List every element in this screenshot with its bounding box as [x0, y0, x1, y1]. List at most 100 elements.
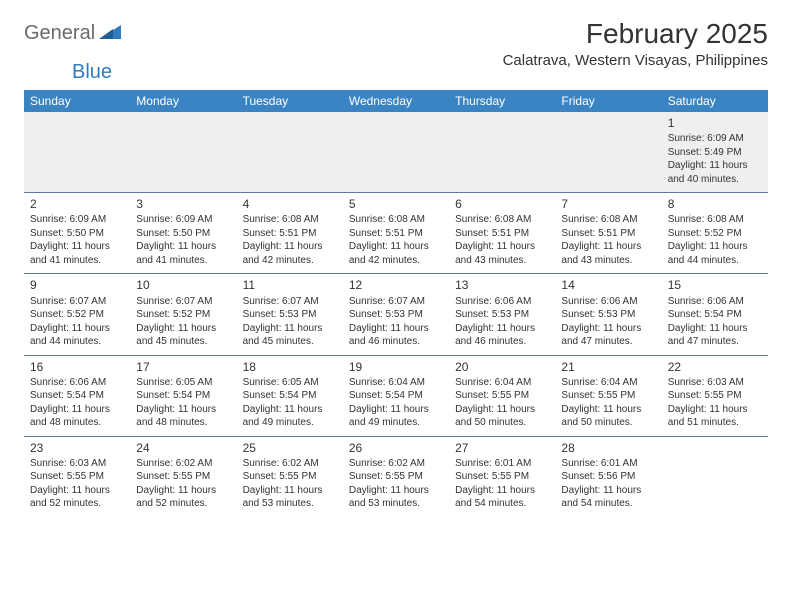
sunset-text: Sunset: 5:52 PM — [668, 227, 762, 241]
daylight-text: Daylight: 11 hours — [561, 240, 655, 254]
daylight-text: Daylight: 11 hours — [136, 240, 230, 254]
sunset-text: Sunset: 5:50 PM — [30, 227, 124, 241]
sunrise-text: Sunrise: 6:07 AM — [243, 295, 337, 309]
sunset-text: Sunset: 5:51 PM — [243, 227, 337, 241]
daylight-text: Daylight: 11 hours — [136, 403, 230, 417]
sunset-text: Sunset: 5:51 PM — [455, 227, 549, 241]
brand-logo: General — [24, 18, 123, 45]
daylight-text: and 47 minutes. — [561, 335, 655, 349]
day-number: 26 — [349, 440, 443, 456]
day-number: 4 — [243, 196, 337, 212]
calendar-day-cell: 25Sunrise: 6:02 AMSunset: 5:55 PMDayligh… — [237, 436, 343, 517]
month-title: February 2025 — [503, 18, 768, 50]
daylight-text: Daylight: 11 hours — [561, 484, 655, 498]
daylight-text: and 43 minutes. — [455, 254, 549, 268]
daylight-text: Daylight: 11 hours — [455, 484, 549, 498]
sunset-text: Sunset: 5:51 PM — [349, 227, 443, 241]
day-number: 24 — [136, 440, 230, 456]
day-number: 23 — [30, 440, 124, 456]
sunrise-text: Sunrise: 6:09 AM — [668, 132, 762, 146]
daylight-text: and 48 minutes. — [30, 416, 124, 430]
daylight-text: and 52 minutes. — [136, 497, 230, 511]
sunrise-text: Sunrise: 6:04 AM — [561, 376, 655, 390]
daylight-text: Daylight: 11 hours — [349, 322, 443, 336]
sunrise-text: Sunrise: 6:09 AM — [136, 213, 230, 227]
daylight-text: and 41 minutes. — [30, 254, 124, 268]
daylight-text: Daylight: 11 hours — [136, 484, 230, 498]
daylight-text: and 53 minutes. — [349, 497, 443, 511]
calendar-day-cell: 20Sunrise: 6:04 AMSunset: 5:55 PMDayligh… — [449, 355, 555, 436]
daylight-text: and 49 minutes. — [243, 416, 337, 430]
day-number: 9 — [30, 277, 124, 293]
sunrise-text: Sunrise: 6:06 AM — [561, 295, 655, 309]
daylight-text: Daylight: 11 hours — [561, 322, 655, 336]
day-number: 1 — [668, 115, 762, 131]
sunrise-text: Sunrise: 6:02 AM — [136, 457, 230, 471]
daylight-text: Daylight: 11 hours — [243, 403, 337, 417]
calendar-body: 1Sunrise: 6:09 AMSunset: 5:49 PMDaylight… — [24, 112, 768, 517]
daylight-text: and 47 minutes. — [668, 335, 762, 349]
logo-triangle-icon — [99, 23, 121, 44]
calendar-week-row: 23Sunrise: 6:03 AMSunset: 5:55 PMDayligh… — [24, 436, 768, 517]
daylight-text: and 41 minutes. — [136, 254, 230, 268]
calendar-day-cell: 19Sunrise: 6:04 AMSunset: 5:54 PMDayligh… — [343, 355, 449, 436]
daylight-text: Daylight: 11 hours — [136, 322, 230, 336]
daylight-text: and 46 minutes. — [349, 335, 443, 349]
sunrise-text: Sunrise: 6:03 AM — [668, 376, 762, 390]
calendar-day-cell: 7Sunrise: 6:08 AMSunset: 5:51 PMDaylight… — [555, 193, 661, 274]
sunset-text: Sunset: 5:55 PM — [30, 470, 124, 484]
day-number: 15 — [668, 277, 762, 293]
daylight-text: and 40 minutes. — [668, 173, 762, 187]
weekday-header: Tuesday — [237, 90, 343, 112]
sunset-text: Sunset: 5:55 PM — [455, 389, 549, 403]
calendar-day-cell: 18Sunrise: 6:05 AMSunset: 5:54 PMDayligh… — [237, 355, 343, 436]
day-number: 20 — [455, 359, 549, 375]
daylight-text: Daylight: 11 hours — [668, 159, 762, 173]
sunset-text: Sunset: 5:55 PM — [349, 470, 443, 484]
daylight-text: Daylight: 11 hours — [455, 403, 549, 417]
day-number: 19 — [349, 359, 443, 375]
daylight-text: and 49 minutes. — [349, 416, 443, 430]
day-number: 27 — [455, 440, 549, 456]
day-number: 18 — [243, 359, 337, 375]
calendar-day-cell: 17Sunrise: 6:05 AMSunset: 5:54 PMDayligh… — [130, 355, 236, 436]
sunrise-text: Sunrise: 6:01 AM — [561, 457, 655, 471]
sunrise-text: Sunrise: 6:02 AM — [349, 457, 443, 471]
daylight-text: and 48 minutes. — [136, 416, 230, 430]
day-number: 11 — [243, 277, 337, 293]
sunrise-text: Sunrise: 6:02 AM — [243, 457, 337, 471]
calendar-week-row: 16Sunrise: 6:06 AMSunset: 5:54 PMDayligh… — [24, 355, 768, 436]
day-number: 10 — [136, 277, 230, 293]
sunset-text: Sunset: 5:54 PM — [30, 389, 124, 403]
daylight-text: Daylight: 11 hours — [668, 322, 762, 336]
daylight-text: Daylight: 11 hours — [243, 322, 337, 336]
day-number: 3 — [136, 196, 230, 212]
weekday-header: Wednesday — [343, 90, 449, 112]
daylight-text: and 45 minutes. — [136, 335, 230, 349]
daylight-text: and 54 minutes. — [561, 497, 655, 511]
daylight-text: Daylight: 11 hours — [561, 403, 655, 417]
day-number: 28 — [561, 440, 655, 456]
daylight-text: and 42 minutes. — [243, 254, 337, 268]
sunset-text: Sunset: 5:50 PM — [136, 227, 230, 241]
day-number: 12 — [349, 277, 443, 293]
daylight-text: Daylight: 11 hours — [30, 322, 124, 336]
daylight-text: and 50 minutes. — [561, 416, 655, 430]
calendar-day-cell: 21Sunrise: 6:04 AMSunset: 5:55 PMDayligh… — [555, 355, 661, 436]
sunset-text: Sunset: 5:53 PM — [561, 308, 655, 322]
sunset-text: Sunset: 5:54 PM — [243, 389, 337, 403]
daylight-text: Daylight: 11 hours — [455, 240, 549, 254]
calendar-day-cell: 2Sunrise: 6:09 AMSunset: 5:50 PMDaylight… — [24, 193, 130, 274]
calendar-table: Sunday Monday Tuesday Wednesday Thursday… — [24, 90, 768, 517]
calendar-day-cell: 10Sunrise: 6:07 AMSunset: 5:52 PMDayligh… — [130, 274, 236, 355]
daylight-text: and 50 minutes. — [455, 416, 549, 430]
daylight-text: and 52 minutes. — [30, 497, 124, 511]
calendar-day-cell: 4Sunrise: 6:08 AMSunset: 5:51 PMDaylight… — [237, 193, 343, 274]
sunrise-text: Sunrise: 6:08 AM — [668, 213, 762, 227]
sunrise-text: Sunrise: 6:03 AM — [30, 457, 124, 471]
daylight-text: Daylight: 11 hours — [30, 403, 124, 417]
calendar-day-cell — [237, 112, 343, 193]
sunrise-text: Sunrise: 6:07 AM — [349, 295, 443, 309]
sunrise-text: Sunrise: 6:08 AM — [561, 213, 655, 227]
sunrise-text: Sunrise: 6:06 AM — [668, 295, 762, 309]
